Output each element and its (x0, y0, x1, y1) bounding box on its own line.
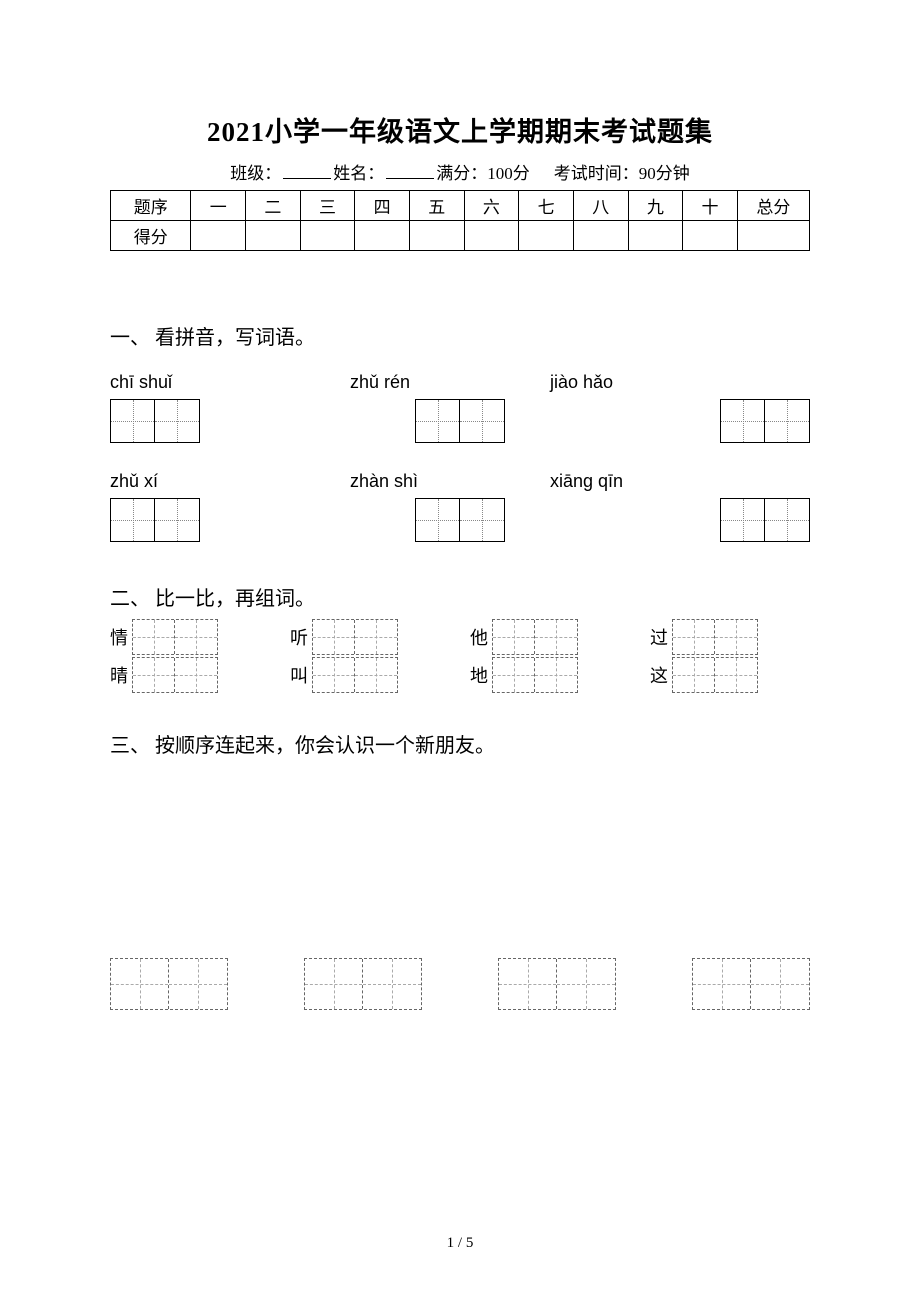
compare-char: 晴 (110, 662, 132, 688)
compare-char: 地 (470, 662, 492, 688)
score-cell (355, 221, 410, 251)
big-dashed-box (304, 958, 422, 1010)
big-dashed-box (110, 958, 228, 1010)
score-cell (409, 221, 464, 251)
compare-char: 叫 (290, 662, 312, 688)
section-2-heading: 二、 比一比，再组词。 (110, 582, 810, 611)
compare-char: 过 (650, 624, 672, 650)
dashed-box (132, 619, 218, 655)
compare-char: 这 (650, 662, 672, 688)
score-cell (300, 221, 355, 251)
score-cell (519, 221, 574, 251)
tianzige-row (110, 399, 810, 443)
score-cell (683, 221, 738, 251)
col-header: 四 (355, 191, 410, 221)
col-header: 十 (683, 191, 738, 221)
table-row: 得分 (111, 221, 810, 251)
dashed-box (312, 619, 398, 655)
score-cell (737, 221, 809, 251)
table-row: 题序 一 二 三 四 五 六 七 八 九 十 总分 (111, 191, 810, 221)
dashed-box (132, 657, 218, 693)
class-label: 班级： (230, 164, 281, 183)
name-blank (386, 178, 434, 179)
compare-char: 情 (110, 624, 132, 650)
tianzige-box (720, 498, 810, 542)
col-header: 一 (191, 191, 246, 221)
pinyin-text: jiào hǎo (550, 372, 613, 392)
row-label: 题序 (111, 191, 191, 221)
tianzige-box (720, 399, 810, 443)
pinyin-text: xiāng qīn (550, 471, 623, 491)
score-cell (628, 221, 683, 251)
compare-char: 他 (470, 624, 492, 650)
compare-row: 晴 叫 地 这 (110, 657, 810, 693)
col-header: 八 (573, 191, 628, 221)
pinyin-row: chī shuǐ zhǔ rén jiào hǎo (110, 372, 810, 393)
document-title: 2021小学一年级语文上学期期末考试题集 (110, 110, 810, 149)
dashed-box (312, 657, 398, 693)
pinyin-text: zhǔ xí (110, 471, 158, 491)
big-dashed-box (692, 958, 810, 1010)
col-header: 七 (519, 191, 574, 221)
col-header: 二 (246, 191, 301, 221)
pinyin-text: zhǔ rén (350, 372, 410, 392)
col-header: 六 (464, 191, 519, 221)
total-header: 总分 (737, 191, 809, 221)
score-cell (464, 221, 519, 251)
compare-group: 晴 (110, 657, 270, 693)
compare-group: 这 (650, 657, 810, 693)
dashed-box (492, 619, 578, 655)
page: 2021小学一年级语文上学期期末考试题集 班级： 姓名： 满分：100分 考试时间：9… (0, 0, 920, 1302)
big-dashed-box (498, 958, 616, 1010)
section-3-heading: 三、 按顺序连起来，你会认识一个新朋友。 (110, 729, 810, 758)
class-blank (283, 178, 331, 179)
dashed-box (672, 657, 758, 693)
tianzige-box (415, 399, 505, 443)
col-header: 九 (628, 191, 683, 221)
compare-group: 情 (110, 619, 270, 655)
compare-group: 他 (470, 619, 630, 655)
page-footer: 1 / 5 (0, 1235, 920, 1252)
col-header: 五 (409, 191, 464, 221)
score-cell (573, 221, 628, 251)
compare-group: 听 (290, 619, 450, 655)
score-cell (246, 221, 301, 251)
compare-group: 地 (470, 657, 630, 693)
exam-time: 考试时间：90分钟 (554, 164, 690, 183)
name-label: 姓名： (333, 164, 384, 183)
big-dashed-row (110, 958, 810, 1010)
compare-group: 叫 (290, 657, 450, 693)
col-header: 三 (300, 191, 355, 221)
tianzige-box (110, 498, 200, 542)
tianzige-row (110, 498, 810, 542)
pinyin-row: zhǔ xí zhàn shì xiāng qīn (110, 471, 810, 492)
section-1-heading: 一、 看拼音，写词语。 (110, 321, 810, 350)
pinyin-text: zhàn shì (350, 471, 418, 491)
score-table: 题序 一 二 三 四 五 六 七 八 九 十 总分 得分 (110, 190, 810, 251)
compare-group: 过 (650, 619, 810, 655)
tianzige-box (110, 399, 200, 443)
compare-row: 情 听 他 过 (110, 619, 810, 655)
score-cell (191, 221, 246, 251)
dashed-box (492, 657, 578, 693)
pinyin-text: chī shuǐ (110, 372, 172, 392)
row-label: 得分 (111, 221, 191, 251)
dashed-box (672, 619, 758, 655)
subtitle-line: 班级： 姓名： 满分：100分 考试时间：90分钟 (110, 159, 810, 184)
compare-char: 听 (290, 624, 312, 650)
tianzige-box (415, 498, 505, 542)
full-score: 满分：100分 (436, 164, 530, 183)
